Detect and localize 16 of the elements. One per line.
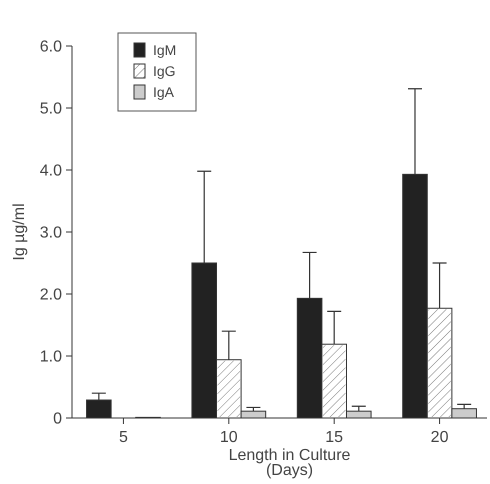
y-tick-label: 2.0	[40, 286, 62, 304]
x-tick-label: 5	[118, 429, 128, 446]
y-axis-title: Ig µg/ml	[11, 203, 28, 261]
x-tick-label: 15	[325, 429, 344, 446]
y-tick-label: 0	[53, 410, 62, 428]
x-tick-label: 10	[220, 429, 238, 446]
y-tick-label: 1.0	[40, 348, 62, 366]
legend-label: IgA	[153, 84, 175, 100]
y-tick-label: 4.0	[40, 162, 62, 180]
y-tick-label: 5.0	[40, 100, 62, 118]
legend-label: IgG	[153, 62, 176, 79]
x-tick-label: 20	[430, 429, 449, 446]
y-tick-label: 3.0	[40, 224, 62, 242]
legend-label: IgM	[153, 42, 176, 58]
x-axis-title: Length in Culture (Days)	[228, 447, 351, 479]
y-tick-label: 6.0	[40, 38, 62, 56]
